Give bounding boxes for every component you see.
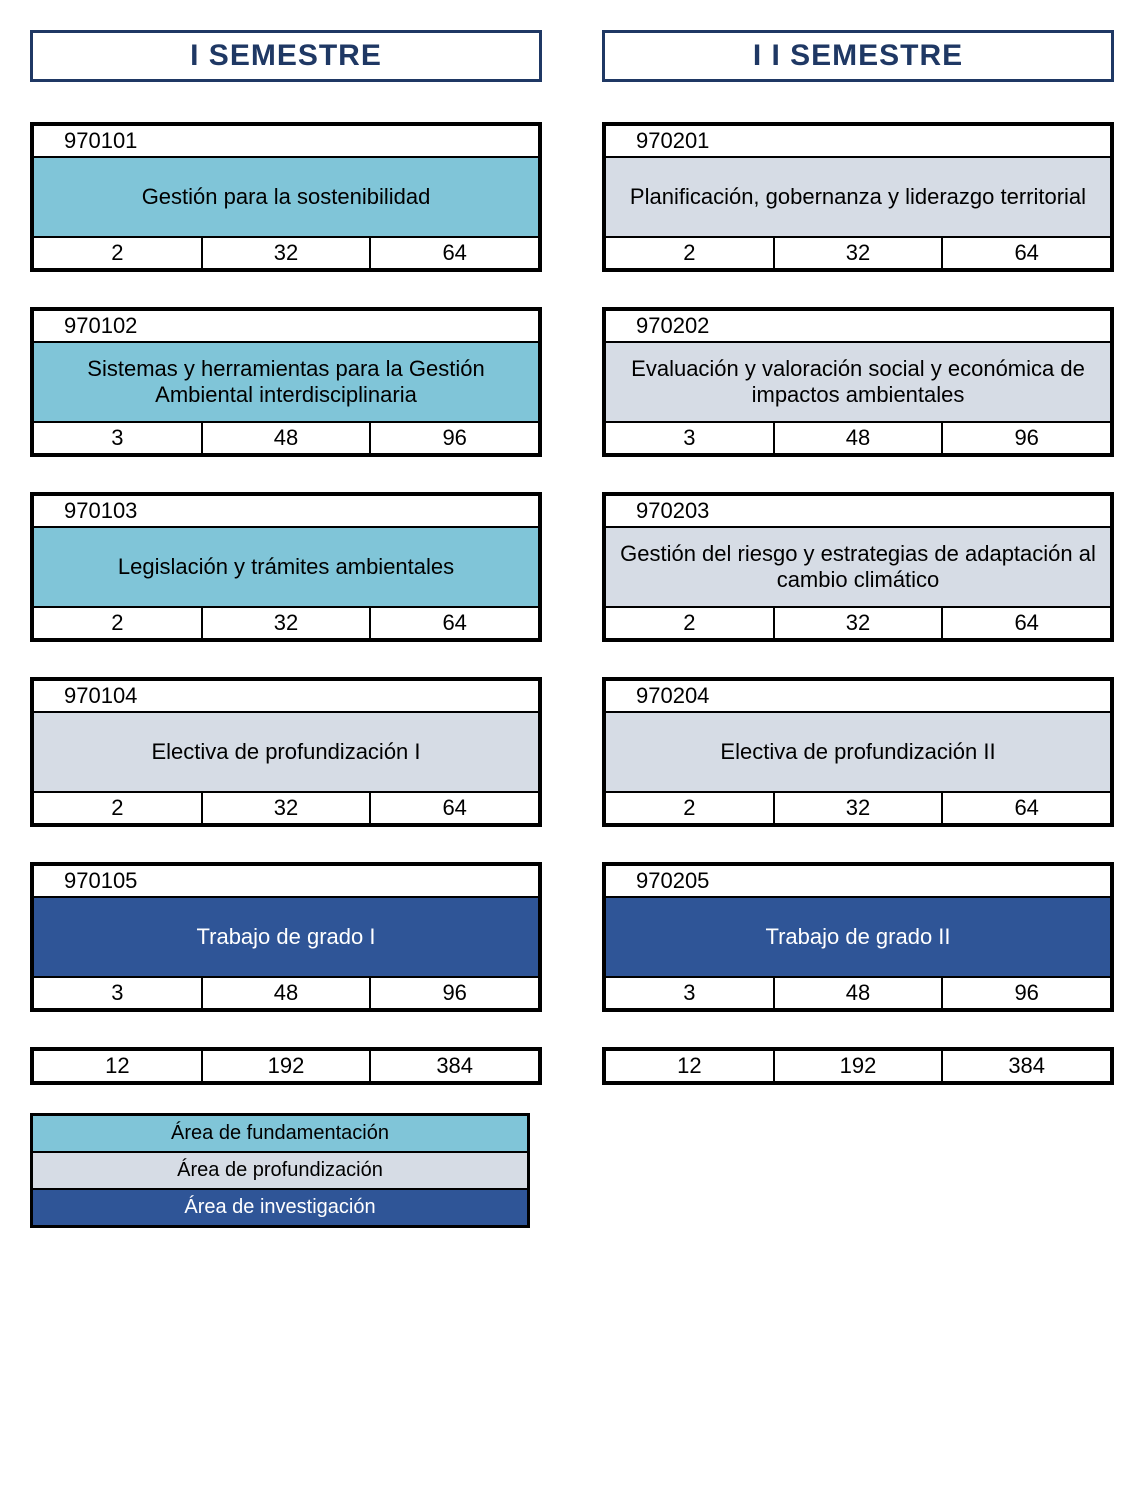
course-stats-row: 23264 — [606, 793, 1110, 823]
course-card: 970204Electiva de profundización II23264 — [602, 677, 1114, 827]
semester-columns: I SEMESTRE 970101Gestión para la sostenib… — [30, 30, 1114, 1113]
course-title: Gestión para la sostenibilidad — [34, 158, 538, 238]
course-code: 970201 — [606, 126, 1110, 158]
course-title: Electiva de profundización I — [34, 713, 538, 793]
course-stat-cell: 32 — [201, 238, 370, 268]
semester-total-cell: 12 — [606, 1051, 773, 1081]
course-stat-cell: 3 — [34, 423, 201, 453]
semester-totals-row: 12192384 — [30, 1047, 542, 1085]
semester-total-cell: 192 — [201, 1051, 370, 1081]
course-title: Electiva de profundización II — [606, 713, 1110, 793]
course-card: 970105Trabajo de grado I34896 — [30, 862, 542, 1012]
course-stat-cell: 3 — [606, 978, 773, 1008]
course-code: 970104 — [34, 681, 538, 713]
course-code: 970103 — [34, 496, 538, 528]
semester-header: I SEMESTRE — [30, 30, 542, 82]
semester-header: I I SEMESTRE — [602, 30, 1114, 82]
course-card: 970104Electiva de profundización I23264 — [30, 677, 542, 827]
semester-total-cell: 384 — [941, 1051, 1110, 1081]
course-stat-cell: 48 — [201, 978, 370, 1008]
course-card: 970202Evaluación y valoración social y e… — [602, 307, 1114, 457]
course-stat-cell: 64 — [369, 608, 538, 638]
course-stats-row: 34896 — [34, 978, 538, 1008]
course-title: Evaluación y valoración social y económi… — [606, 343, 1110, 423]
course-stat-cell: 64 — [369, 238, 538, 268]
legend: Área de fundamentaciónÁrea de profundiza… — [30, 1113, 530, 1228]
course-stat-cell: 64 — [369, 793, 538, 823]
course-stats-row: 34896 — [606, 423, 1110, 453]
course-stat-cell: 32 — [201, 608, 370, 638]
course-title: Gestión del riesgo y estrategias de adap… — [606, 528, 1110, 608]
course-stat-cell: 2 — [34, 238, 201, 268]
course-stats-row: 23264 — [606, 608, 1110, 638]
course-card: 970102Sistemas y herramientas para la Ge… — [30, 307, 542, 457]
semester-total-cell: 12 — [34, 1051, 201, 1081]
course-stats-row: 23264 — [606, 238, 1110, 268]
legend-row: Área de fundamentación — [33, 1116, 527, 1151]
course-stat-cell: 3 — [34, 978, 201, 1008]
course-stat-cell: 2 — [606, 793, 773, 823]
course-stat-cell: 2 — [606, 608, 773, 638]
semester-total-cell: 384 — [369, 1051, 538, 1081]
course-title: Sistemas y herramientas para la Gestión … — [34, 343, 538, 423]
course-code: 970102 — [34, 311, 538, 343]
course-stat-cell: 96 — [941, 978, 1110, 1008]
course-stat-cell: 48 — [773, 423, 942, 453]
legend-row: Área de investigación — [33, 1188, 527, 1225]
course-stats-row: 23264 — [34, 608, 538, 638]
course-stat-cell: 96 — [941, 423, 1110, 453]
course-stat-cell: 64 — [941, 608, 1110, 638]
course-code: 970202 — [606, 311, 1110, 343]
course-title: Trabajo de grado I — [34, 898, 538, 978]
course-stat-cell: 48 — [201, 423, 370, 453]
course-stat-cell: 96 — [369, 978, 538, 1008]
course-stat-cell: 64 — [941, 238, 1110, 268]
course-title: Planificación, gobernanza y liderazgo te… — [606, 158, 1110, 238]
course-card: 970201Planificación, gobernanza y lidera… — [602, 122, 1114, 272]
course-stat-cell: 64 — [941, 793, 1110, 823]
course-stat-cell: 48 — [773, 978, 942, 1008]
course-code: 970204 — [606, 681, 1110, 713]
semester-total-cell: 192 — [773, 1051, 942, 1081]
course-stat-cell: 2 — [34, 608, 201, 638]
course-stats-row: 23264 — [34, 238, 538, 268]
course-card: 970103Legislación y trámites ambientales… — [30, 492, 542, 642]
legend-row: Área de profundización — [33, 1151, 527, 1188]
course-stat-cell: 32 — [773, 608, 942, 638]
course-stats-row: 23264 — [34, 793, 538, 823]
semester-column: I I SEMESTRE 970201Planificación, goberna… — [602, 30, 1114, 1113]
course-stat-cell: 2 — [34, 793, 201, 823]
course-code: 970105 — [34, 866, 538, 898]
course-code: 970205 — [606, 866, 1110, 898]
course-card: 970205Trabajo de grado II34896 — [602, 862, 1114, 1012]
course-stat-cell: 32 — [773, 238, 942, 268]
course-code: 970101 — [34, 126, 538, 158]
course-stat-cell: 32 — [201, 793, 370, 823]
course-stat-cell: 2 — [606, 238, 773, 268]
course-stat-cell: 96 — [369, 423, 538, 453]
course-stat-cell: 32 — [773, 793, 942, 823]
course-card: 970203Gestión del riesgo y estrategias d… — [602, 492, 1114, 642]
semester-column: I SEMESTRE 970101Gestión para la sostenib… — [30, 30, 542, 1113]
course-stat-cell: 3 — [606, 423, 773, 453]
course-card: 970101Gestión para la sostenibilidad2326… — [30, 122, 542, 272]
course-title: Legislación y trámites ambientales — [34, 528, 538, 608]
course-stats-row: 34896 — [606, 978, 1110, 1008]
course-stats-row: 34896 — [34, 423, 538, 453]
course-title: Trabajo de grado II — [606, 898, 1110, 978]
course-code: 970203 — [606, 496, 1110, 528]
semester-totals-row: 12192384 — [602, 1047, 1114, 1085]
